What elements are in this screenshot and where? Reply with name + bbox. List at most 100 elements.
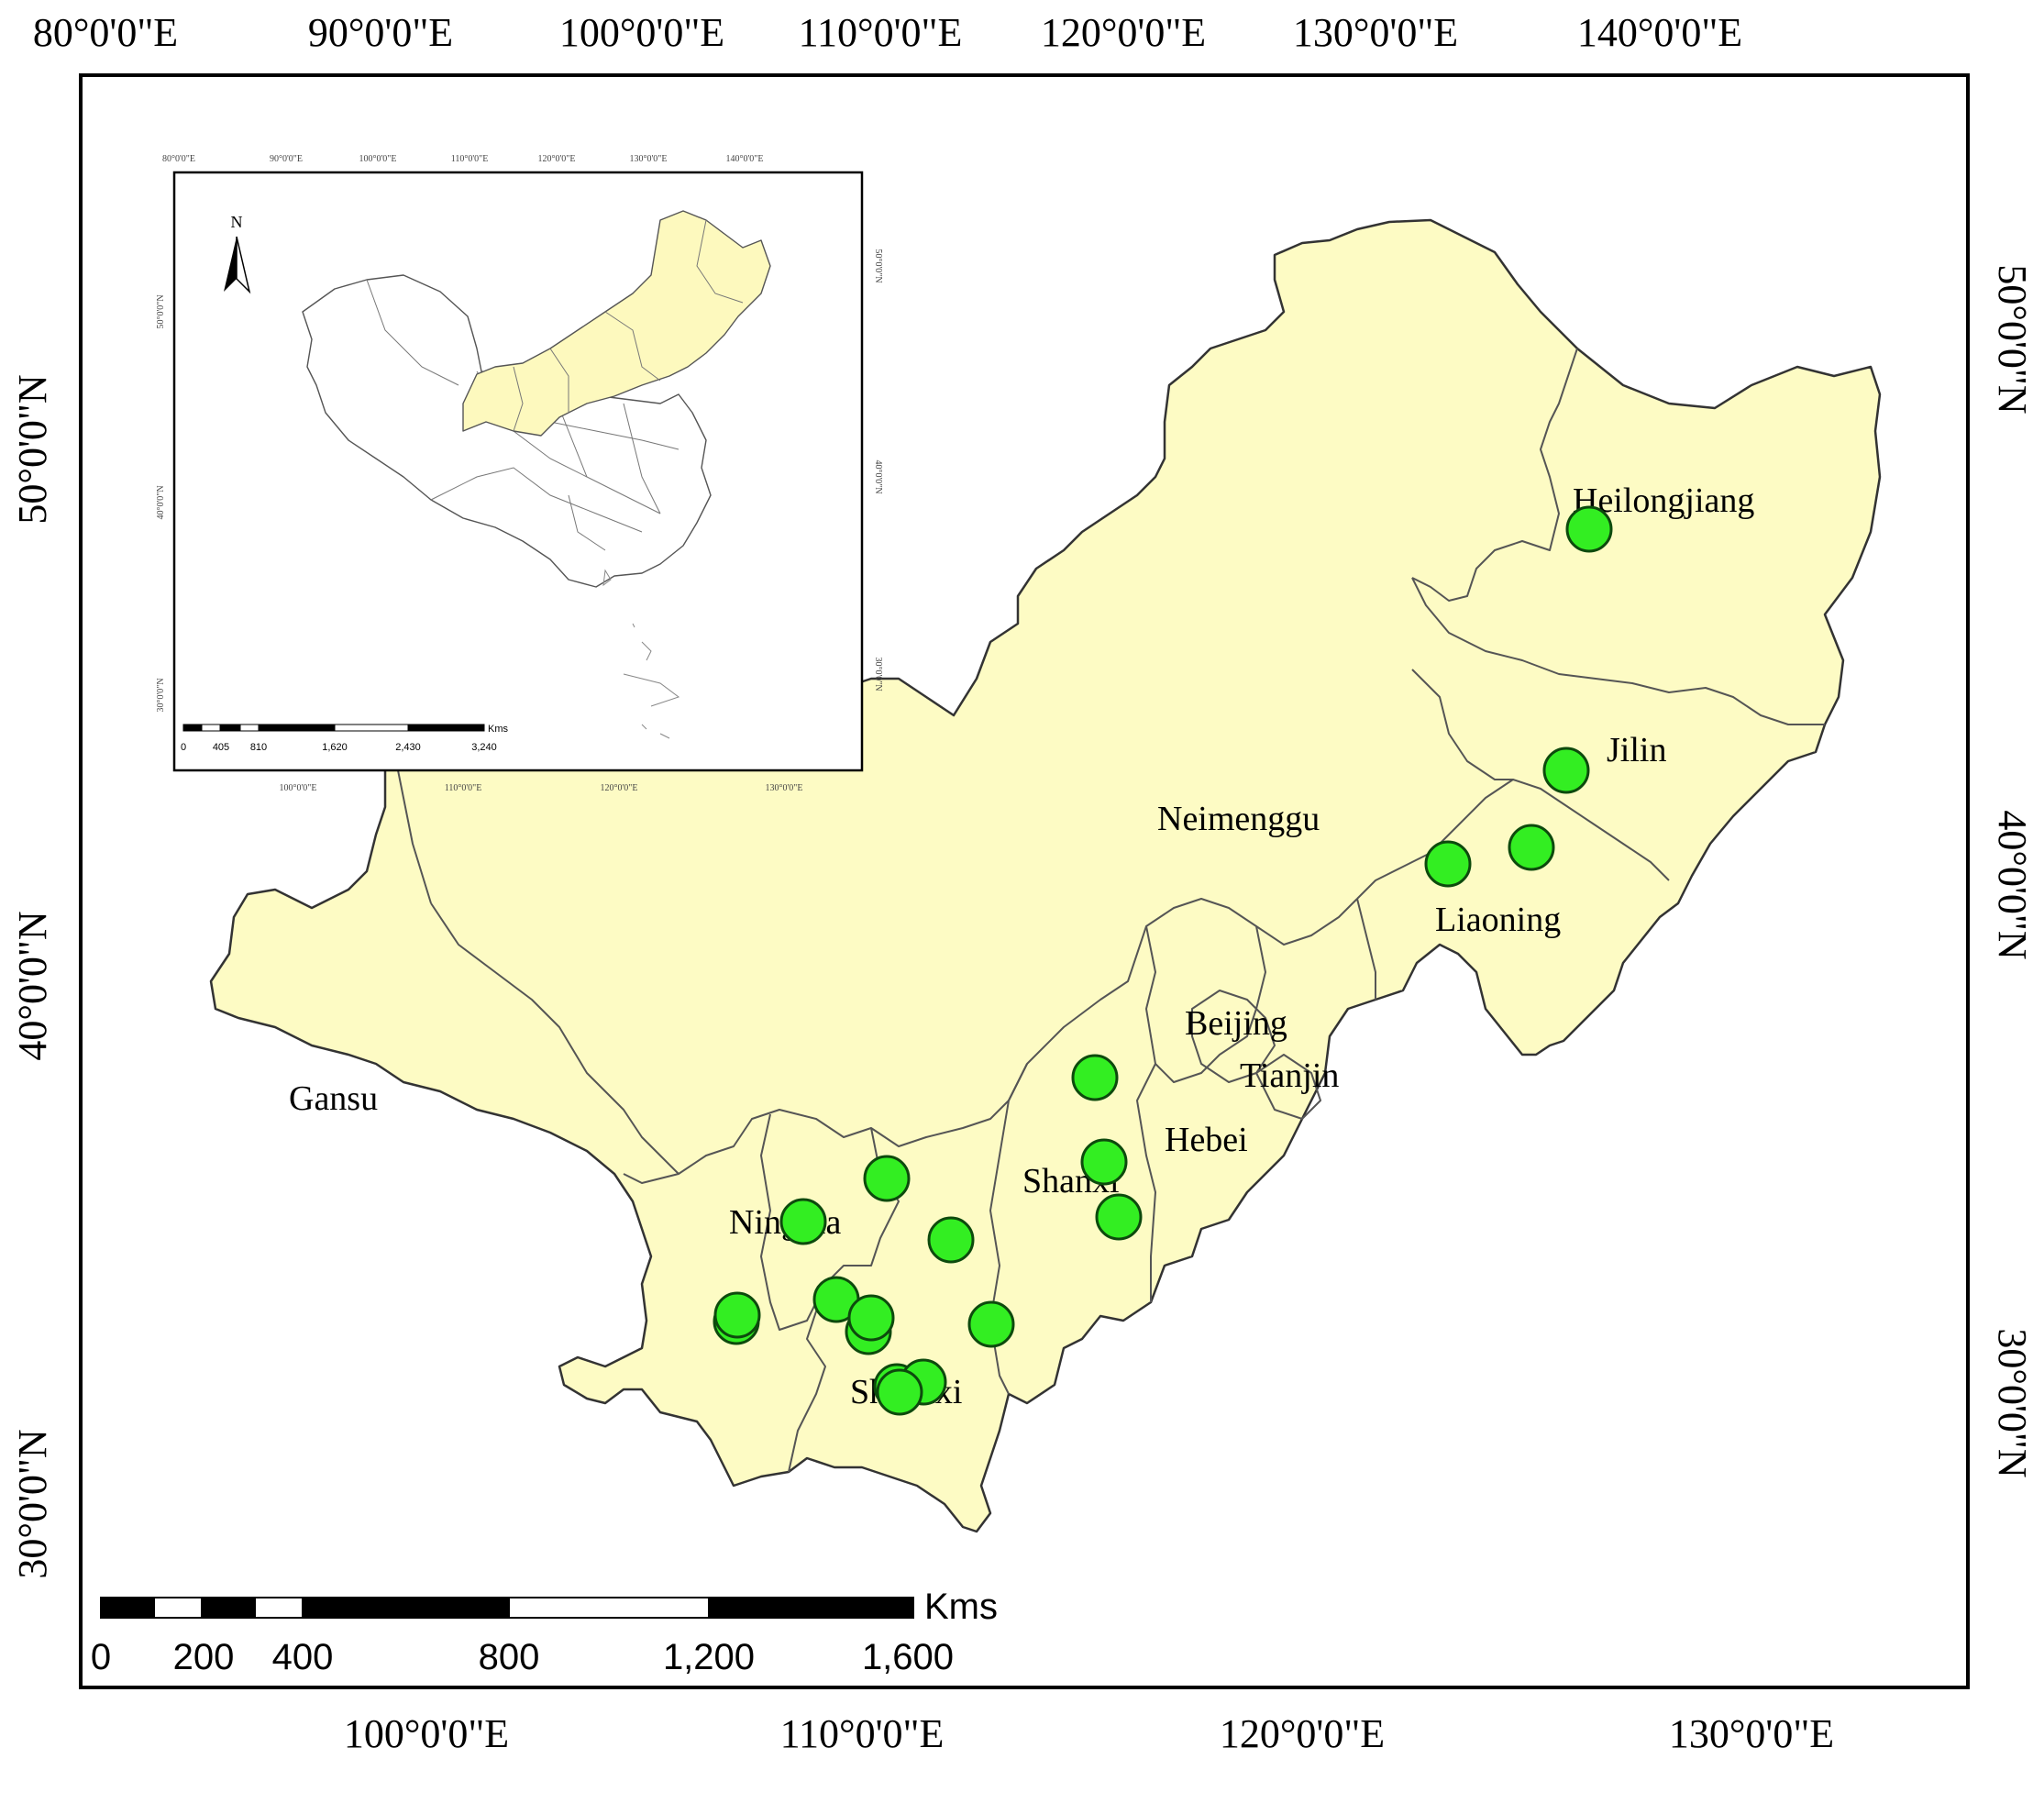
inset-top-lon-label: 120°0'0"E bbox=[538, 154, 576, 164]
scale-bar: Kms 0 200 400 800 1,200 1,600 bbox=[91, 1587, 998, 1677]
inset-bottom-lon-label: 100°0'0"E bbox=[280, 783, 317, 793]
scale-segment bbox=[100, 1597, 155, 1619]
inset-region-lines bbox=[513, 219, 744, 432]
scale-label: 1,600 bbox=[862, 1637, 954, 1677]
north-arrow-icon: N bbox=[224, 213, 251, 294]
scale-label: 200 bbox=[173, 1637, 235, 1677]
province-label-jilin: Jilin bbox=[1607, 731, 1666, 769]
inset-right-lat-label: 50°0'0"N bbox=[873, 249, 883, 282]
top-lon-label: 80°0'0"E bbox=[33, 10, 178, 55]
inset-study-region bbox=[462, 210, 771, 437]
sample-site bbox=[1071, 1054, 1119, 1101]
sample-site bbox=[876, 1368, 923, 1416]
inset-china-outline bbox=[302, 274, 712, 588]
inset-top-lon-label: 90°0'0"E bbox=[270, 154, 303, 164]
border-heilongjiang bbox=[1411, 348, 1578, 602]
province-label-neimenggu: Neimenggu bbox=[1157, 800, 1320, 838]
inset-left-lat-label: 50°0'0"N bbox=[156, 294, 166, 328]
inset-top-lon-label: 140°0'0"E bbox=[726, 154, 764, 164]
scale-label: 400 bbox=[272, 1637, 334, 1677]
inset-scale-label: 0 bbox=[181, 742, 186, 753]
sample-site bbox=[1508, 824, 1555, 871]
sample-site bbox=[1565, 505, 1613, 553]
inset-scale-bar: Kms 0 405 810 1,620 2,430 3,240 bbox=[181, 724, 509, 753]
bottom-lon-label: 110°0'0"E bbox=[780, 1711, 945, 1756]
sample-site bbox=[713, 1291, 761, 1339]
right-lat-label: 50°0'0"N bbox=[1990, 264, 2035, 414]
inset-bottom-lon-label: 130°0'0"E bbox=[766, 783, 803, 793]
sample-site bbox=[1095, 1193, 1143, 1241]
province-label-beijing: Beijing bbox=[1185, 1004, 1287, 1043]
inset-left-lat-label: 40°0'0"N bbox=[156, 485, 166, 519]
sample-site bbox=[967, 1300, 1015, 1348]
top-lon-label: 120°0'0"E bbox=[1041, 10, 1206, 55]
province-label-liaoning: Liaoning bbox=[1435, 901, 1561, 939]
inset-scale-label: 2,430 bbox=[395, 742, 421, 753]
bottom-lon-label: 130°0'0"E bbox=[1669, 1711, 1834, 1756]
province-label-hebei: Hebei bbox=[1165, 1121, 1248, 1159]
inset-right-lat-label: 40°0'0"N bbox=[873, 459, 883, 493]
inset-islands bbox=[602, 569, 680, 739]
border-jilin-neimenggu bbox=[1411, 669, 1513, 780]
inset-top-lon-label: 80°0'0"E bbox=[162, 154, 195, 164]
top-lon-label: 140°0'0"E bbox=[1577, 10, 1742, 55]
top-lon-label: 110°0'0"E bbox=[799, 10, 963, 55]
inset-bottom-lon-label: 110°0'0"E bbox=[445, 783, 482, 793]
border-shanxi-hebei bbox=[1136, 925, 1156, 1302]
top-longitude-labels: 80°0'0"E 90°0'0"E 100°0'0"E 110°0'0"E 12… bbox=[33, 10, 1742, 55]
bottom-longitude-labels: 100°0'0"E 110°0'0"E 120°0'0"E 130°0'0"E bbox=[344, 1711, 1834, 1756]
inset-left-lat-label: 30°0'0"N bbox=[156, 678, 166, 712]
border-gansu-neimenggu bbox=[430, 902, 679, 1175]
scale-segment bbox=[201, 1597, 256, 1619]
sample-site bbox=[1424, 840, 1472, 888]
sample-site bbox=[1542, 747, 1590, 794]
inset-scale-label: 1,620 bbox=[322, 742, 348, 753]
sample-sites bbox=[713, 505, 1613, 1416]
border-heilongjiang-south bbox=[1411, 577, 1825, 725]
right-latitude-labels: 50°0'0"N 40°0'0"N 30°0'0"N bbox=[1990, 264, 2035, 1477]
inset-scale-label: 3,240 bbox=[471, 742, 497, 753]
inset-map: 80°0'0"E 90°0'0"E 100°0'0"E 110°0'0"E 12… bbox=[156, 154, 883, 793]
province-label-tianjin: Tianjin bbox=[1240, 1056, 1339, 1095]
inset-top-lon-label: 110°0'0"E bbox=[451, 154, 489, 164]
bottom-lon-label: 120°0'0"E bbox=[1220, 1711, 1385, 1756]
top-lon-label: 100°0'0"E bbox=[559, 10, 724, 55]
sample-site bbox=[927, 1216, 975, 1264]
scale-segment bbox=[302, 1597, 510, 1619]
sample-site bbox=[1080, 1138, 1128, 1186]
left-latitude-labels: 50°0'0"N 40°0'0"N 30°0'0"N bbox=[10, 374, 55, 1578]
border-shaanxi-gansu bbox=[788, 1283, 826, 1473]
left-lat-label: 50°0'0"N bbox=[10, 374, 55, 524]
inset-scale-label: 405 bbox=[213, 742, 229, 753]
border-beijing bbox=[1191, 990, 1276, 1083]
left-lat-label: 30°0'0"N bbox=[10, 1429, 55, 1578]
sample-site bbox=[847, 1294, 895, 1342]
border-hebei-neimenggu bbox=[1155, 925, 1266, 1083]
scale-segment bbox=[153, 1597, 203, 1619]
inset-bottom-lon-label: 120°0'0"E bbox=[601, 783, 638, 793]
left-lat-label: 40°0'0"N bbox=[10, 911, 55, 1060]
border-shaanxi-shanxi bbox=[989, 1063, 1028, 1395]
scale-segment bbox=[508, 1597, 710, 1619]
inset-scale-unit: Kms bbox=[488, 724, 509, 735]
inset-right-lat-label: 30°0'0"N bbox=[873, 657, 883, 691]
scale-segment bbox=[708, 1597, 914, 1619]
scale-label: 1,200 bbox=[663, 1637, 755, 1677]
sample-site bbox=[863, 1155, 911, 1202]
top-lon-label: 90°0'0"E bbox=[308, 10, 453, 55]
right-lat-label: 40°0'0"N bbox=[1990, 810, 2035, 959]
sample-site bbox=[779, 1198, 827, 1245]
bottom-lon-label: 100°0'0"E bbox=[344, 1711, 509, 1756]
right-lat-label: 30°0'0"N bbox=[1990, 1328, 2035, 1477]
scale-label: 0 bbox=[91, 1637, 111, 1677]
border-tianjin bbox=[1255, 1054, 1321, 1120]
inset-top-lon-label: 130°0'0"E bbox=[630, 154, 668, 164]
scale-segment bbox=[254, 1597, 304, 1619]
top-lon-label: 130°0'0"E bbox=[1293, 10, 1458, 55]
province-label-gansu: Gansu bbox=[289, 1079, 378, 1118]
inset-scale-label: 810 bbox=[250, 742, 267, 753]
scale-unit: Kms bbox=[924, 1587, 998, 1627]
scale-label: 800 bbox=[479, 1637, 540, 1677]
north-label: N bbox=[231, 213, 243, 231]
